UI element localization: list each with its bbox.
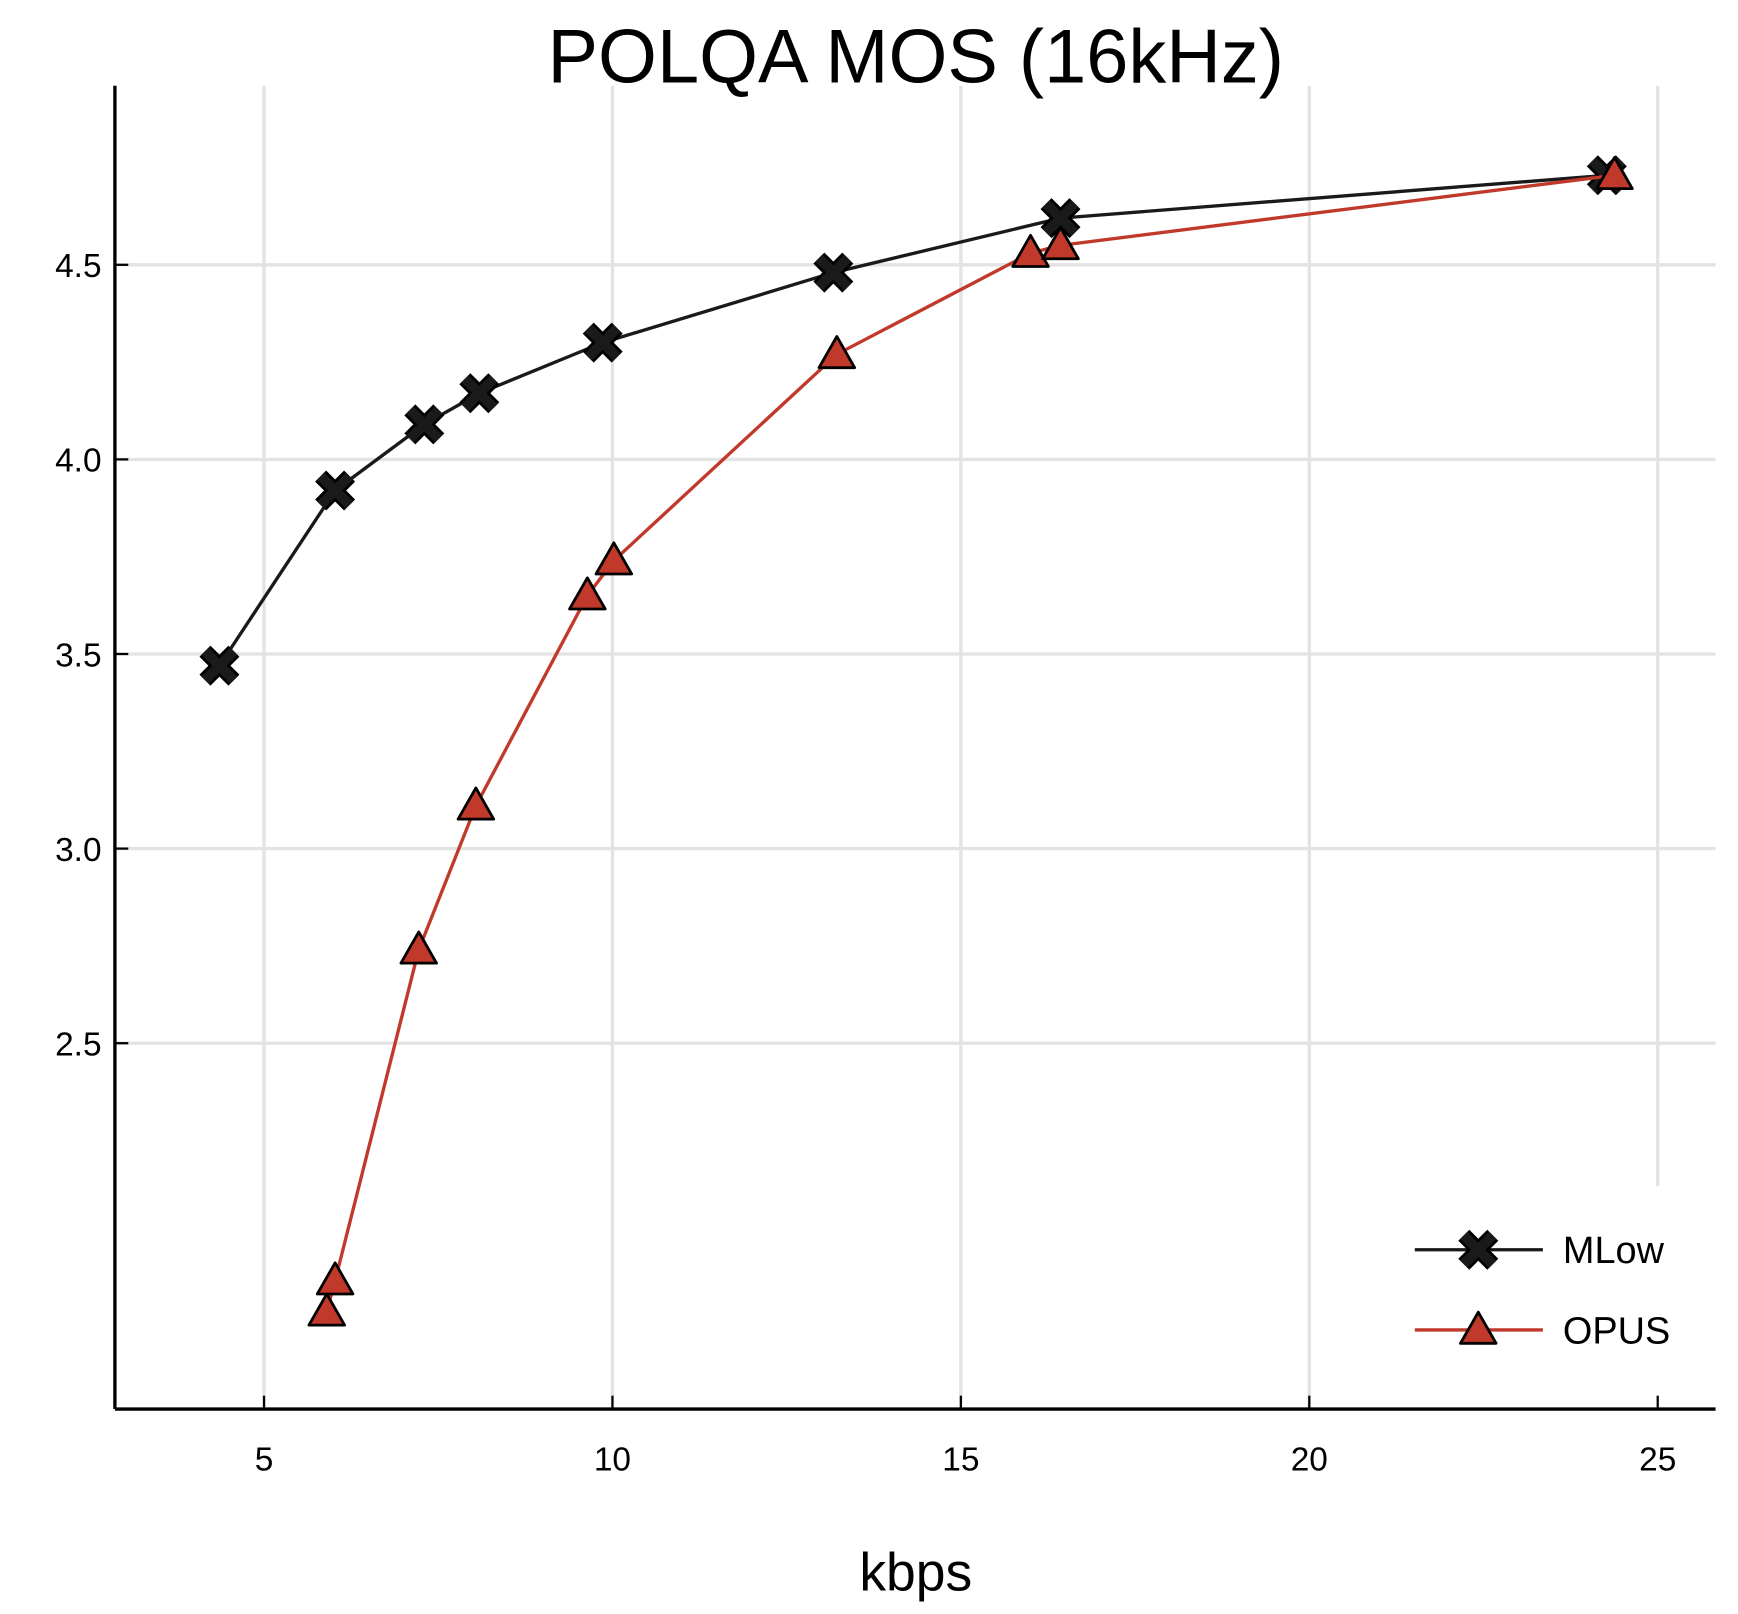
marker-fill bbox=[317, 472, 354, 509]
data-point-mlow bbox=[404, 404, 445, 445]
data-point-mlow bbox=[582, 322, 623, 363]
data-point-opus bbox=[568, 576, 607, 611]
x-tick-label: 15 bbox=[942, 1441, 979, 1478]
y-tick-label: 4.0 bbox=[55, 443, 101, 480]
data-point-mlow bbox=[1040, 198, 1081, 239]
data-point-mlow bbox=[199, 645, 240, 686]
data-point-mlow bbox=[813, 252, 854, 293]
marker-fill bbox=[461, 375, 498, 412]
series-line-opus bbox=[325, 173, 1615, 1313]
data-point-opus bbox=[307, 1292, 346, 1327]
data-point-opus bbox=[315, 1261, 355, 1296]
y-tick-label: 2.5 bbox=[55, 1026, 101, 1063]
legend-label: MLow bbox=[1563, 1230, 1665, 1272]
x-tick-label: 25 bbox=[1639, 1441, 1676, 1478]
axes: 5 10 15 20 25 2.5 3.0 3.5 4.0 4.5 bbox=[55, 85, 1716, 1478]
marker-fill bbox=[815, 254, 852, 291]
x-tick-label: 10 bbox=[594, 1441, 631, 1478]
marker-fill bbox=[1042, 200, 1079, 237]
data-point-opus bbox=[1041, 226, 1080, 261]
data-point-mlow bbox=[459, 373, 500, 414]
data-point-opus bbox=[817, 335, 857, 370]
legend: MLow OPUS bbox=[1414, 1229, 1670, 1352]
data-point-opus bbox=[1595, 156, 1634, 191]
y-tick-label: 3.0 bbox=[55, 832, 101, 869]
x-tick-label: 20 bbox=[1291, 1441, 1328, 1478]
marker-fill bbox=[584, 324, 621, 361]
series-layer bbox=[199, 155, 1634, 1327]
data-point-opus bbox=[594, 541, 634, 576]
marker-fill bbox=[1460, 1231, 1497, 1268]
data-point-opus bbox=[1011, 233, 1050, 268]
marker-fill bbox=[406, 406, 443, 443]
chart-title: POLQA MOS (16kHz) bbox=[548, 14, 1284, 99]
legend-marker-triangle-icon bbox=[1459, 1310, 1498, 1345]
x-axis-label: kbps bbox=[859, 1544, 972, 1603]
data-point-opus bbox=[456, 786, 496, 821]
y-tick-label: 4.5 bbox=[55, 248, 101, 285]
marker-fill bbox=[201, 647, 238, 684]
x-tick-label: 5 bbox=[255, 1441, 274, 1478]
legend-label: OPUS bbox=[1563, 1310, 1670, 1352]
data-point-mlow bbox=[315, 470, 356, 511]
data-point-opus bbox=[399, 930, 438, 965]
grid bbox=[114, 85, 1716, 1410]
legend-marker-cross-icon bbox=[1458, 1229, 1499, 1270]
y-tick-label: 3.5 bbox=[55, 637, 101, 674]
